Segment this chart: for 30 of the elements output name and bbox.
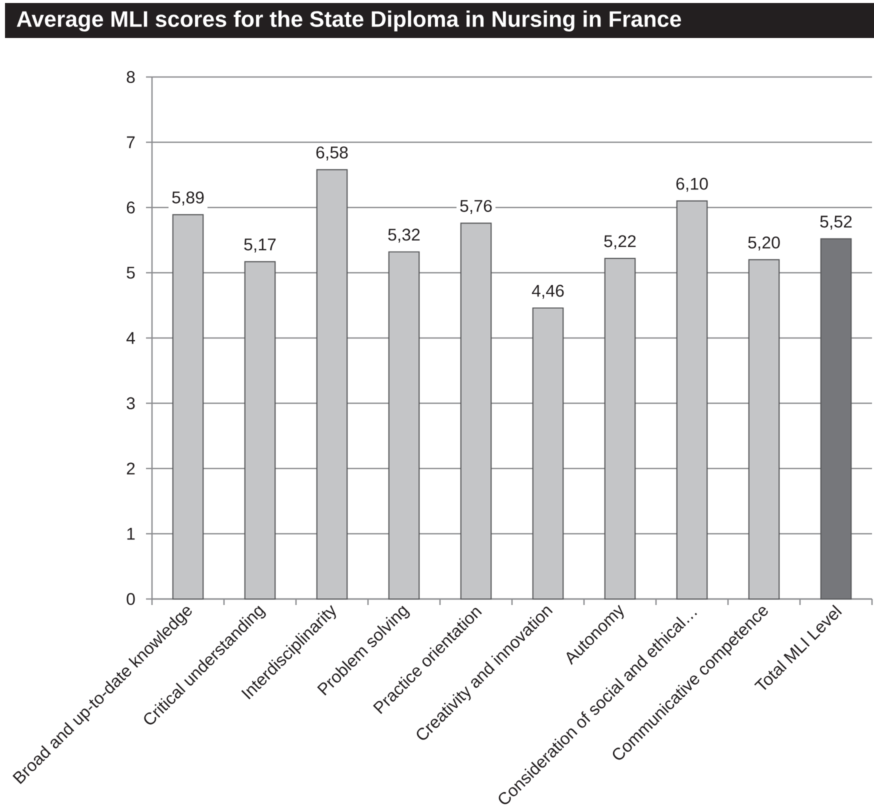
y-tick-label: 0 bbox=[126, 593, 135, 606]
y-tick-label: 1 bbox=[127, 528, 135, 540]
data-label: 6,10 bbox=[676, 178, 708, 192]
bar bbox=[388, 251, 420, 600]
data-label: 5,17 bbox=[244, 238, 276, 252]
data-label: 5,89 bbox=[172, 191, 204, 206]
data-label: 6,58 bbox=[316, 146, 348, 160]
y-tick-label: 6 bbox=[126, 202, 135, 214]
data-label: 5,52 bbox=[820, 216, 852, 230]
data-label: 4,46 bbox=[532, 284, 564, 299]
bar bbox=[748, 259, 780, 600]
bar bbox=[676, 200, 708, 600]
y-tick-label: 7 bbox=[126, 136, 135, 148]
y-tick-label: 5 bbox=[126, 266, 135, 279]
bar bbox=[460, 222, 492, 600]
data-label: 5,22 bbox=[604, 235, 636, 250]
data-label: 5,32 bbox=[388, 228, 420, 243]
data-label: 5,20 bbox=[748, 236, 780, 251]
bar bbox=[820, 238, 852, 600]
bar bbox=[172, 214, 204, 600]
bar bbox=[244, 261, 276, 600]
chart-title: Average MLI scores for the State Diploma in Nursing in France bbox=[16, 10, 681, 32]
data-label: 5,76 bbox=[460, 200, 492, 214]
y-tick-label: 8 bbox=[126, 71, 135, 84]
bar bbox=[604, 258, 636, 600]
bar bbox=[316, 169, 348, 600]
y-tick-label: 3 bbox=[126, 397, 135, 410]
y-tick-label: 2 bbox=[126, 462, 135, 474]
y-tick-label: 4 bbox=[126, 332, 135, 344]
bar bbox=[532, 307, 564, 600]
